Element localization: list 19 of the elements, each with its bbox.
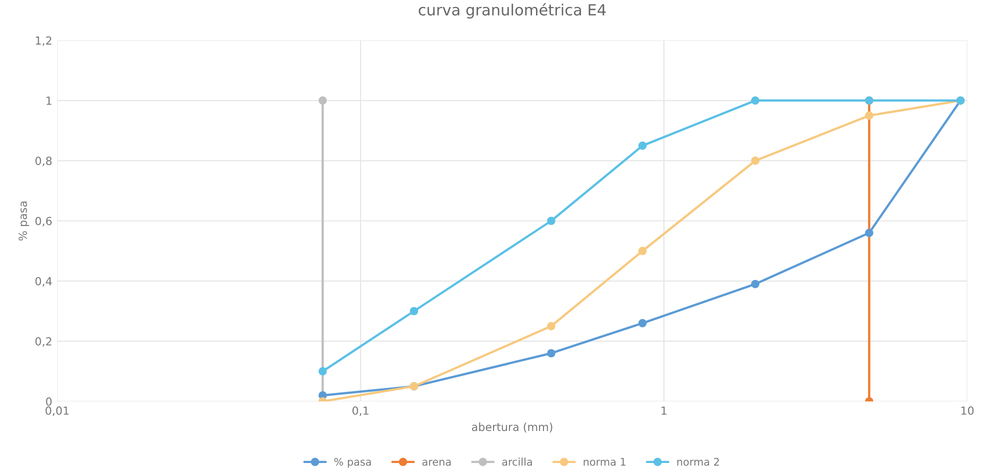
y-tick-label: 1 <box>46 96 52 105</box>
y-tick-label: 0,2 <box>35 337 52 347</box>
y-tick-label: 0,6 <box>35 216 52 226</box>
x-tick-label: 0,01 <box>46 406 69 416</box>
legend-label: norma 2 <box>677 458 719 466</box>
legend-label: % pasa <box>334 458 371 468</box>
y-tick-label: 0 <box>46 397 52 406</box>
legend-label: arcilla <box>502 458 532 466</box>
y-tick-label: 0,4 <box>35 277 52 287</box>
x-tick-label: 0,1 <box>352 406 368 416</box>
y-tick-label: 1,2 <box>36 36 52 46</box>
legend-label: arena <box>422 460 451 466</box>
chart-title: curva granulométrica E4 <box>418 3 606 19</box>
legend-label: norma 1 <box>584 458 626 466</box>
y-axis-title: % pasa <box>18 202 30 241</box>
x-tick-label: 10 <box>961 406 974 415</box>
x-axis-title: abertura (mm) <box>472 422 552 432</box>
y-tick-label: 0,8 <box>35 156 52 166</box>
x-tick-label: 1 <box>662 406 666 415</box>
